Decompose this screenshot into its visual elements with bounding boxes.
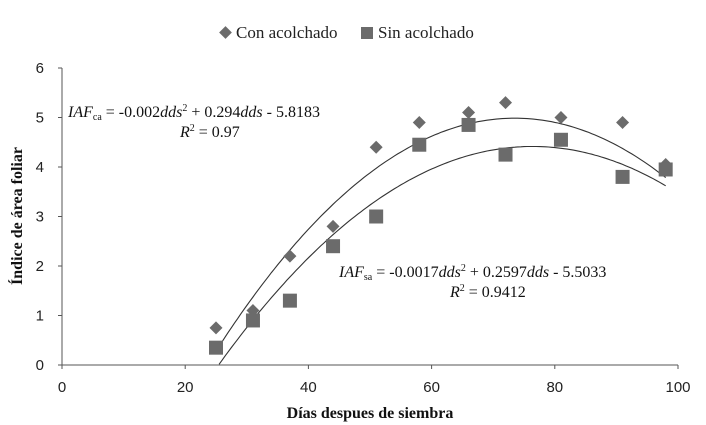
point-sin-acolchado bbox=[245, 313, 260, 328]
equation-ca-r2: R2 = 0.97 bbox=[179, 123, 240, 141]
x-axis-title: Días despues de siembra bbox=[287, 405, 454, 422]
y-tick-label: 1 bbox=[36, 308, 44, 325]
y-axis-ticks: 0 1 2 3 4 5 6 bbox=[36, 60, 62, 374]
point-sin-acolchado bbox=[658, 162, 673, 177]
x-tick-label: 80 bbox=[546, 379, 563, 396]
y-tick-label: 0 bbox=[36, 357, 44, 374]
x-tick-label: 20 bbox=[177, 379, 194, 396]
equation-ca-line: IAFca = -0.002dds2 + 0.294dds - 5.8183 bbox=[67, 103, 320, 123]
trendlines bbox=[215, 117, 667, 365]
equation-sa-r2: R2 = 0.9412 bbox=[449, 283, 526, 301]
trendline-sin-acolchado bbox=[218, 145, 666, 365]
point-con-acolchado bbox=[369, 140, 383, 154]
point-sin-acolchado bbox=[498, 147, 513, 162]
point-sin-acolchado bbox=[412, 137, 427, 152]
data-points bbox=[209, 96, 673, 355]
point-con-acolchado bbox=[326, 219, 340, 233]
point-con-acolchado bbox=[462, 106, 476, 120]
y-tick-label: 5 bbox=[36, 110, 44, 127]
point-sin-acolchado bbox=[326, 239, 341, 254]
point-con-acolchado bbox=[554, 111, 568, 124]
x-tick-label: 60 bbox=[423, 379, 440, 396]
legend-label-sin-acolchado: Sin acolchado bbox=[378, 23, 474, 42]
equation-sin-acolchado: IAFsa = -0.0017dds2 + 0.2597dds - 5.5033… bbox=[338, 263, 606, 301]
point-con-acolchado bbox=[209, 321, 223, 335]
point-sin-acolchado bbox=[461, 117, 476, 132]
trendline-con-acolchado bbox=[215, 117, 667, 352]
point-sin-acolchado bbox=[369, 209, 384, 224]
y-axis-title: Índice de área foliar bbox=[7, 147, 26, 285]
y-tick-label: 6 bbox=[36, 60, 44, 77]
point-sin-acolchado bbox=[553, 132, 568, 147]
x-axis-ticks: 0 20 40 60 80 100 bbox=[58, 365, 691, 396]
legend: Con acolchado Sin acolchado bbox=[219, 23, 474, 42]
x-tick-label: 100 bbox=[665, 379, 690, 396]
legend-diamond-icon bbox=[219, 26, 232, 39]
point-con-acolchado bbox=[616, 115, 630, 129]
point-sin-acolchado bbox=[209, 340, 223, 355]
y-tick-label: 2 bbox=[36, 258, 44, 275]
point-con-acolchado bbox=[499, 96, 513, 110]
legend-label-con-acolchado: Con acolchado bbox=[236, 23, 338, 42]
y-tick-label: 4 bbox=[36, 159, 44, 176]
point-con-acolchado bbox=[412, 115, 426, 129]
equation-sa-line: IAFsa = -0.0017dds2 + 0.2597dds - 5.5033 bbox=[338, 263, 606, 283]
y-tick-label: 3 bbox=[36, 209, 44, 226]
x-tick-label: 0 bbox=[58, 379, 66, 396]
point-sin-acolchado bbox=[282, 293, 297, 308]
point-con-acolchado bbox=[283, 249, 297, 263]
point-sin-acolchado bbox=[615, 169, 630, 184]
equation-con-acolchado: IAFca = -0.002dds2 + 0.294dds - 5.8183 R… bbox=[67, 103, 320, 141]
x-tick-label: 40 bbox=[300, 379, 317, 396]
legend-square-icon bbox=[361, 27, 373, 39]
